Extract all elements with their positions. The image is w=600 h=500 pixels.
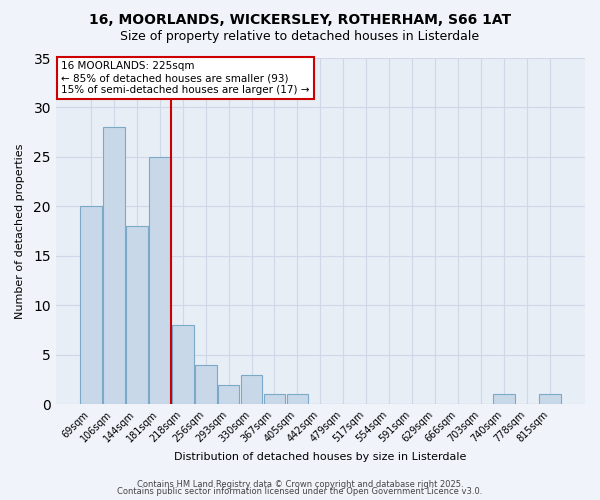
Bar	[80, 206, 101, 404]
Bar	[103, 128, 125, 404]
Bar	[126, 226, 148, 404]
Bar	[263, 394, 286, 404]
Bar	[241, 374, 262, 404]
Bar	[287, 394, 308, 404]
Bar	[493, 394, 515, 404]
Bar	[194, 365, 217, 405]
Text: Size of property relative to detached houses in Listerdale: Size of property relative to detached ho…	[121, 30, 479, 43]
X-axis label: Distribution of detached houses by size in Listerdale: Distribution of detached houses by size …	[174, 452, 467, 462]
Bar	[218, 384, 239, 404]
Bar	[539, 394, 561, 404]
Text: Contains public sector information licensed under the Open Government Licence v3: Contains public sector information licen…	[118, 488, 482, 496]
Text: 16, MOORLANDS, WICKERSLEY, ROTHERHAM, S66 1AT: 16, MOORLANDS, WICKERSLEY, ROTHERHAM, S6…	[89, 12, 511, 26]
Bar	[149, 157, 170, 404]
Text: 16 MOORLANDS: 225sqm
← 85% of detached houses are smaller (93)
15% of semi-detac: 16 MOORLANDS: 225sqm ← 85% of detached h…	[61, 62, 310, 94]
Bar	[172, 325, 194, 404]
Text: Contains HM Land Registry data © Crown copyright and database right 2025.: Contains HM Land Registry data © Crown c…	[137, 480, 463, 489]
Y-axis label: Number of detached properties: Number of detached properties	[15, 144, 25, 319]
